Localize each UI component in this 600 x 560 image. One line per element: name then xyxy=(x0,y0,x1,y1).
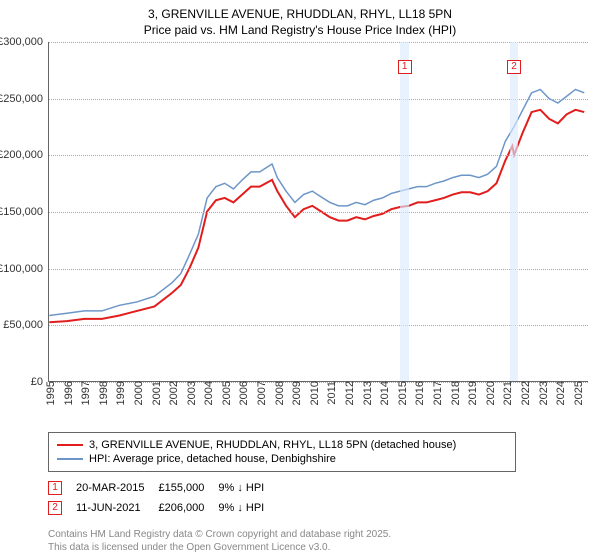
x-tick-label: 1996 xyxy=(59,381,75,405)
y-tick-label: £100,000 xyxy=(0,263,49,275)
sale-row: 1 20-MAR-2015£155,0009% ↓ HPI xyxy=(48,478,278,498)
series-hpi xyxy=(49,89,584,315)
x-tick-label: 2010 xyxy=(305,381,321,405)
sale-date: 20-MAR-2015 xyxy=(76,478,158,498)
x-tick-label: 2025 xyxy=(569,381,585,405)
legend-label: HPI: Average price, detached house, Denb… xyxy=(89,453,336,465)
sale-shade xyxy=(510,42,519,381)
x-tick-label: 2006 xyxy=(234,381,250,405)
x-tick-label: 2024 xyxy=(551,381,567,405)
legend-row: 3, GRENVILLE AVENUE, RHUDDLAN, RHYL, LL1… xyxy=(57,439,507,451)
x-tick-label: 1997 xyxy=(76,381,92,405)
footer-line-2: This data is licensed under the Open Gov… xyxy=(48,541,391,554)
footer-attribution: Contains HM Land Registry data © Crown c… xyxy=(48,528,391,554)
legend-label: 3, GRENVILLE AVENUE, RHUDDLAN, RHYL, LL1… xyxy=(89,439,456,451)
sale-row: 2 11-JUN-2021£206,0009% ↓ HPI xyxy=(48,498,278,518)
x-tick-label: 1999 xyxy=(111,381,127,405)
x-tick-label: 1995 xyxy=(41,381,57,405)
sale-date: 11-JUN-2021 xyxy=(76,498,158,518)
x-tick-label: 2009 xyxy=(287,381,303,405)
legend-row: HPI: Average price, detached house, Denb… xyxy=(57,453,507,465)
x-tick-label: 2013 xyxy=(358,381,374,405)
chart-title: 3, GRENVILLE AVENUE, RHUDDLAN, RHYL, LL1… xyxy=(0,0,600,38)
sale-shade xyxy=(400,42,409,381)
gridline xyxy=(49,42,588,43)
x-tick-label: 2022 xyxy=(516,381,532,405)
x-tick-label: 2018 xyxy=(446,381,462,405)
y-tick-label: £250,000 xyxy=(0,93,49,105)
sale-row-marker: 1 xyxy=(48,481,62,495)
x-tick-label: 2012 xyxy=(340,381,356,405)
x-tick-label: 2023 xyxy=(534,381,550,405)
gridline xyxy=(49,99,588,100)
x-tick-label: 2008 xyxy=(270,381,286,405)
sale-marker: 2 xyxy=(507,60,521,74)
legend-swatch xyxy=(57,444,83,446)
plot-area: £0£50,000£100,000£150,000£200,000£250,00… xyxy=(48,42,588,382)
sale-marker: 1 xyxy=(398,60,412,74)
x-tick-label: 2003 xyxy=(182,381,198,405)
gridline xyxy=(49,325,588,326)
sale-delta: 9% ↓ HPI xyxy=(218,478,278,498)
title-line-2: Price paid vs. HM Land Registry's House … xyxy=(0,22,600,38)
sale-price: £155,000 xyxy=(158,478,218,498)
x-tick-label: 2001 xyxy=(147,381,163,405)
x-tick-label: 2014 xyxy=(375,381,391,405)
y-tick-label: £300,000 xyxy=(0,36,49,48)
title-line-1: 3, GRENVILLE AVENUE, RHUDDLAN, RHYL, LL1… xyxy=(0,6,600,22)
x-tick-label: 2011 xyxy=(322,381,338,405)
x-tick-label: 2019 xyxy=(463,381,479,405)
x-tick-label: 2021 xyxy=(498,381,514,405)
x-tick-label: 2000 xyxy=(129,381,145,405)
legend-swatch xyxy=(57,458,83,460)
x-tick-label: 2015 xyxy=(393,381,409,405)
sales-table: 1 20-MAR-2015£155,0009% ↓ HPI 2 11-JUN-2021… xyxy=(48,478,278,518)
x-tick-label: 2007 xyxy=(252,381,268,405)
gridline xyxy=(49,269,588,270)
legend-box: 3, GRENVILLE AVENUE, RHUDDLAN, RHYL, LL1… xyxy=(48,432,516,472)
x-tick-label: 2016 xyxy=(410,381,426,405)
y-tick-label: £50,000 xyxy=(3,319,49,331)
x-tick-label: 2004 xyxy=(199,381,215,405)
sale-price: £206,000 xyxy=(158,498,218,518)
series-price_paid xyxy=(49,110,584,322)
sale-row-marker: 2 xyxy=(48,501,62,515)
y-tick-label: £150,000 xyxy=(0,206,49,218)
gridline xyxy=(49,212,588,213)
x-tick-label: 1998 xyxy=(94,381,110,405)
footer-line-1: Contains HM Land Registry data © Crown c… xyxy=(48,528,391,541)
x-tick-label: 2020 xyxy=(481,381,497,405)
x-tick-label: 2005 xyxy=(217,381,233,405)
gridline xyxy=(49,155,588,156)
x-tick-label: 2002 xyxy=(164,381,180,405)
x-tick-label: 2017 xyxy=(428,381,444,405)
sale-delta: 9% ↓ HPI xyxy=(218,498,278,518)
y-tick-label: £200,000 xyxy=(0,149,49,161)
